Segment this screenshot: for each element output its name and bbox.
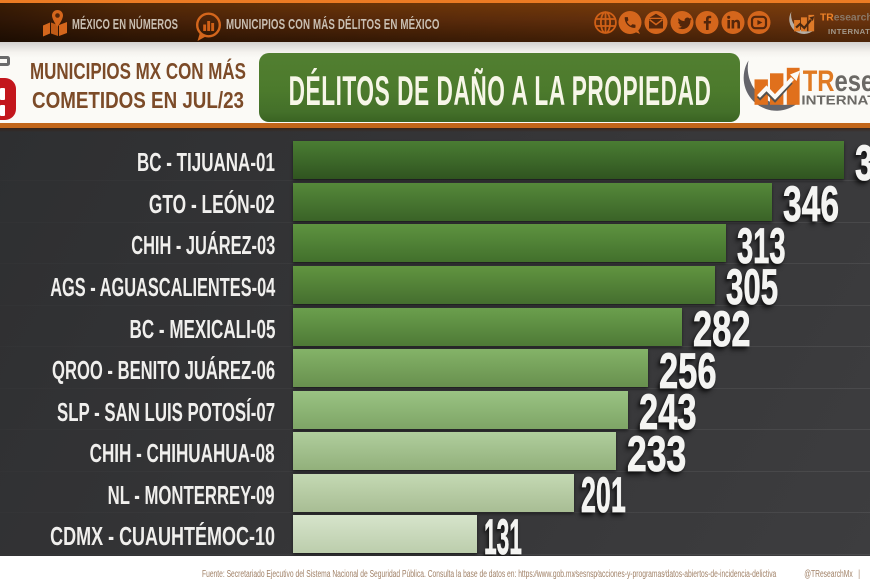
- svg-text:INTERNATIONAL: INTERNATIONAL: [828, 27, 870, 36]
- svg-text:INTERNATIONAL: INTERNATIONAL: [801, 93, 870, 108]
- svg-text:TResearch: TResearch: [803, 65, 870, 98]
- svg-text:TResearch: TResearch: [820, 13, 870, 24]
